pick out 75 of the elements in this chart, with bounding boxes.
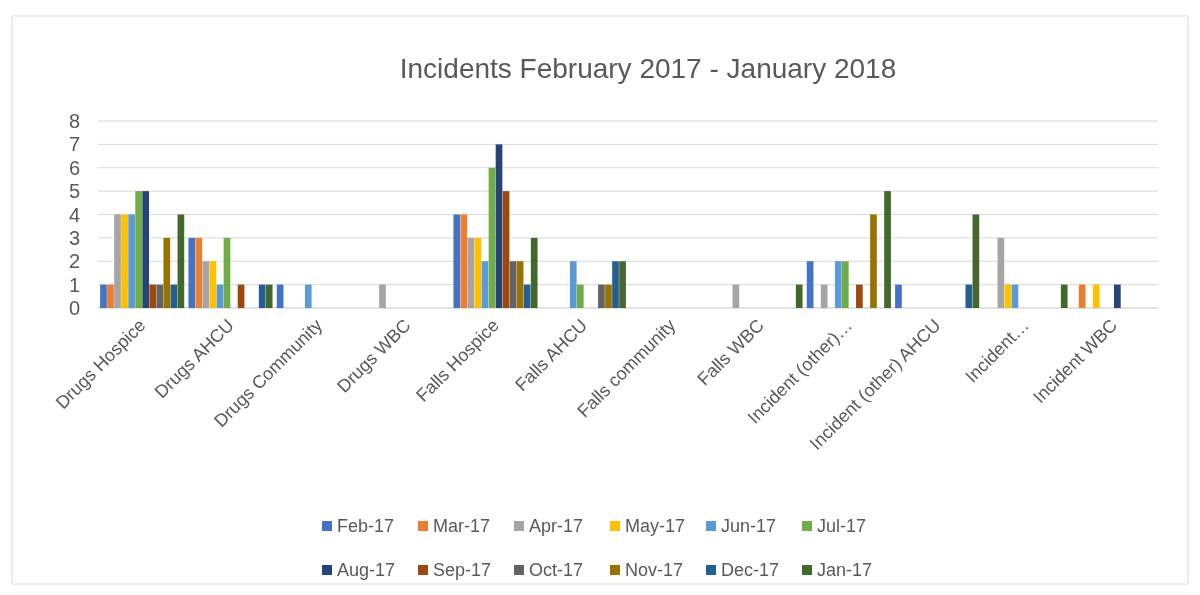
bar: [474, 237, 482, 308]
bar: [100, 284, 107, 308]
bar: [619, 261, 626, 308]
bar: [1092, 284, 1100, 308]
bar: [467, 237, 475, 308]
legend-label: Oct-17: [529, 560, 584, 581]
bar: [121, 214, 128, 308]
bar: [834, 261, 842, 308]
bar: [142, 191, 150, 308]
legend-label: Apr-17: [529, 516, 584, 537]
bar: [481, 261, 489, 308]
bar: [884, 191, 891, 308]
bar: [202, 261, 210, 308]
bar: [530, 237, 538, 308]
bar: [820, 284, 828, 308]
bar: [605, 284, 612, 308]
bar: [598, 284, 605, 308]
legend-label: Mar-17: [433, 516, 491, 537]
bar: [460, 214, 468, 308]
bar: [114, 214, 121, 308]
bar: [135, 191, 142, 308]
bar: [488, 167, 496, 308]
bar: [856, 284, 863, 308]
legend-label: May-17: [625, 516, 686, 537]
y-tick-label: 7: [68, 133, 80, 156]
y-tick-label: 4: [68, 203, 80, 226]
bar: [612, 261, 619, 308]
bar: [1114, 284, 1121, 308]
y-tick-label: 8: [68, 110, 80, 132]
legend-label: Dec-17: [721, 560, 780, 581]
bar: [1060, 284, 1068, 308]
bar: [163, 237, 171, 308]
bar: [453, 214, 461, 308]
legend-label: Sep-17: [433, 560, 492, 581]
chart-title: Incidents February 2017 - January 2018: [399, 53, 897, 84]
legend-label: Jun-17: [721, 516, 777, 537]
bar: [870, 214, 877, 308]
bar: [509, 261, 517, 308]
bar: [258, 284, 266, 308]
bar: [502, 191, 510, 308]
bar: [149, 284, 157, 308]
bar: [997, 237, 1005, 308]
bar: [576, 284, 584, 308]
bar: [841, 261, 849, 308]
bar: [806, 261, 814, 308]
bar: [265, 284, 273, 308]
y-tick-label: 6: [68, 156, 80, 179]
bar: [569, 261, 577, 308]
y-tick-label: 3: [68, 226, 80, 249]
bar: [128, 214, 135, 308]
bar: [495, 144, 503, 308]
bar: [895, 284, 902, 308]
y-tick-label: 1: [68, 273, 80, 296]
bar: [156, 284, 164, 308]
bar: [223, 237, 231, 308]
bar: [965, 284, 973, 308]
bar: [107, 284, 114, 308]
bar: [209, 261, 217, 308]
bar: [188, 237, 196, 308]
bar: [170, 284, 178, 308]
bar: [1078, 284, 1086, 308]
bar: [379, 284, 386, 308]
legend-label: Jul-17: [817, 516, 867, 537]
legend-label: Jan-17: [817, 560, 873, 581]
y-tick-label: 5: [68, 180, 80, 203]
bar: [795, 284, 803, 308]
legend-label: Nov-17: [625, 560, 684, 581]
bar: [195, 237, 203, 308]
bar: [516, 261, 524, 308]
legend-label: Aug-17: [337, 560, 396, 581]
bar: [523, 284, 531, 308]
y-tick-label: 0: [68, 297, 80, 319]
bar: [304, 284, 312, 308]
y-tick-label: 2: [68, 250, 80, 273]
legend-label: Feb-17: [337, 516, 395, 537]
